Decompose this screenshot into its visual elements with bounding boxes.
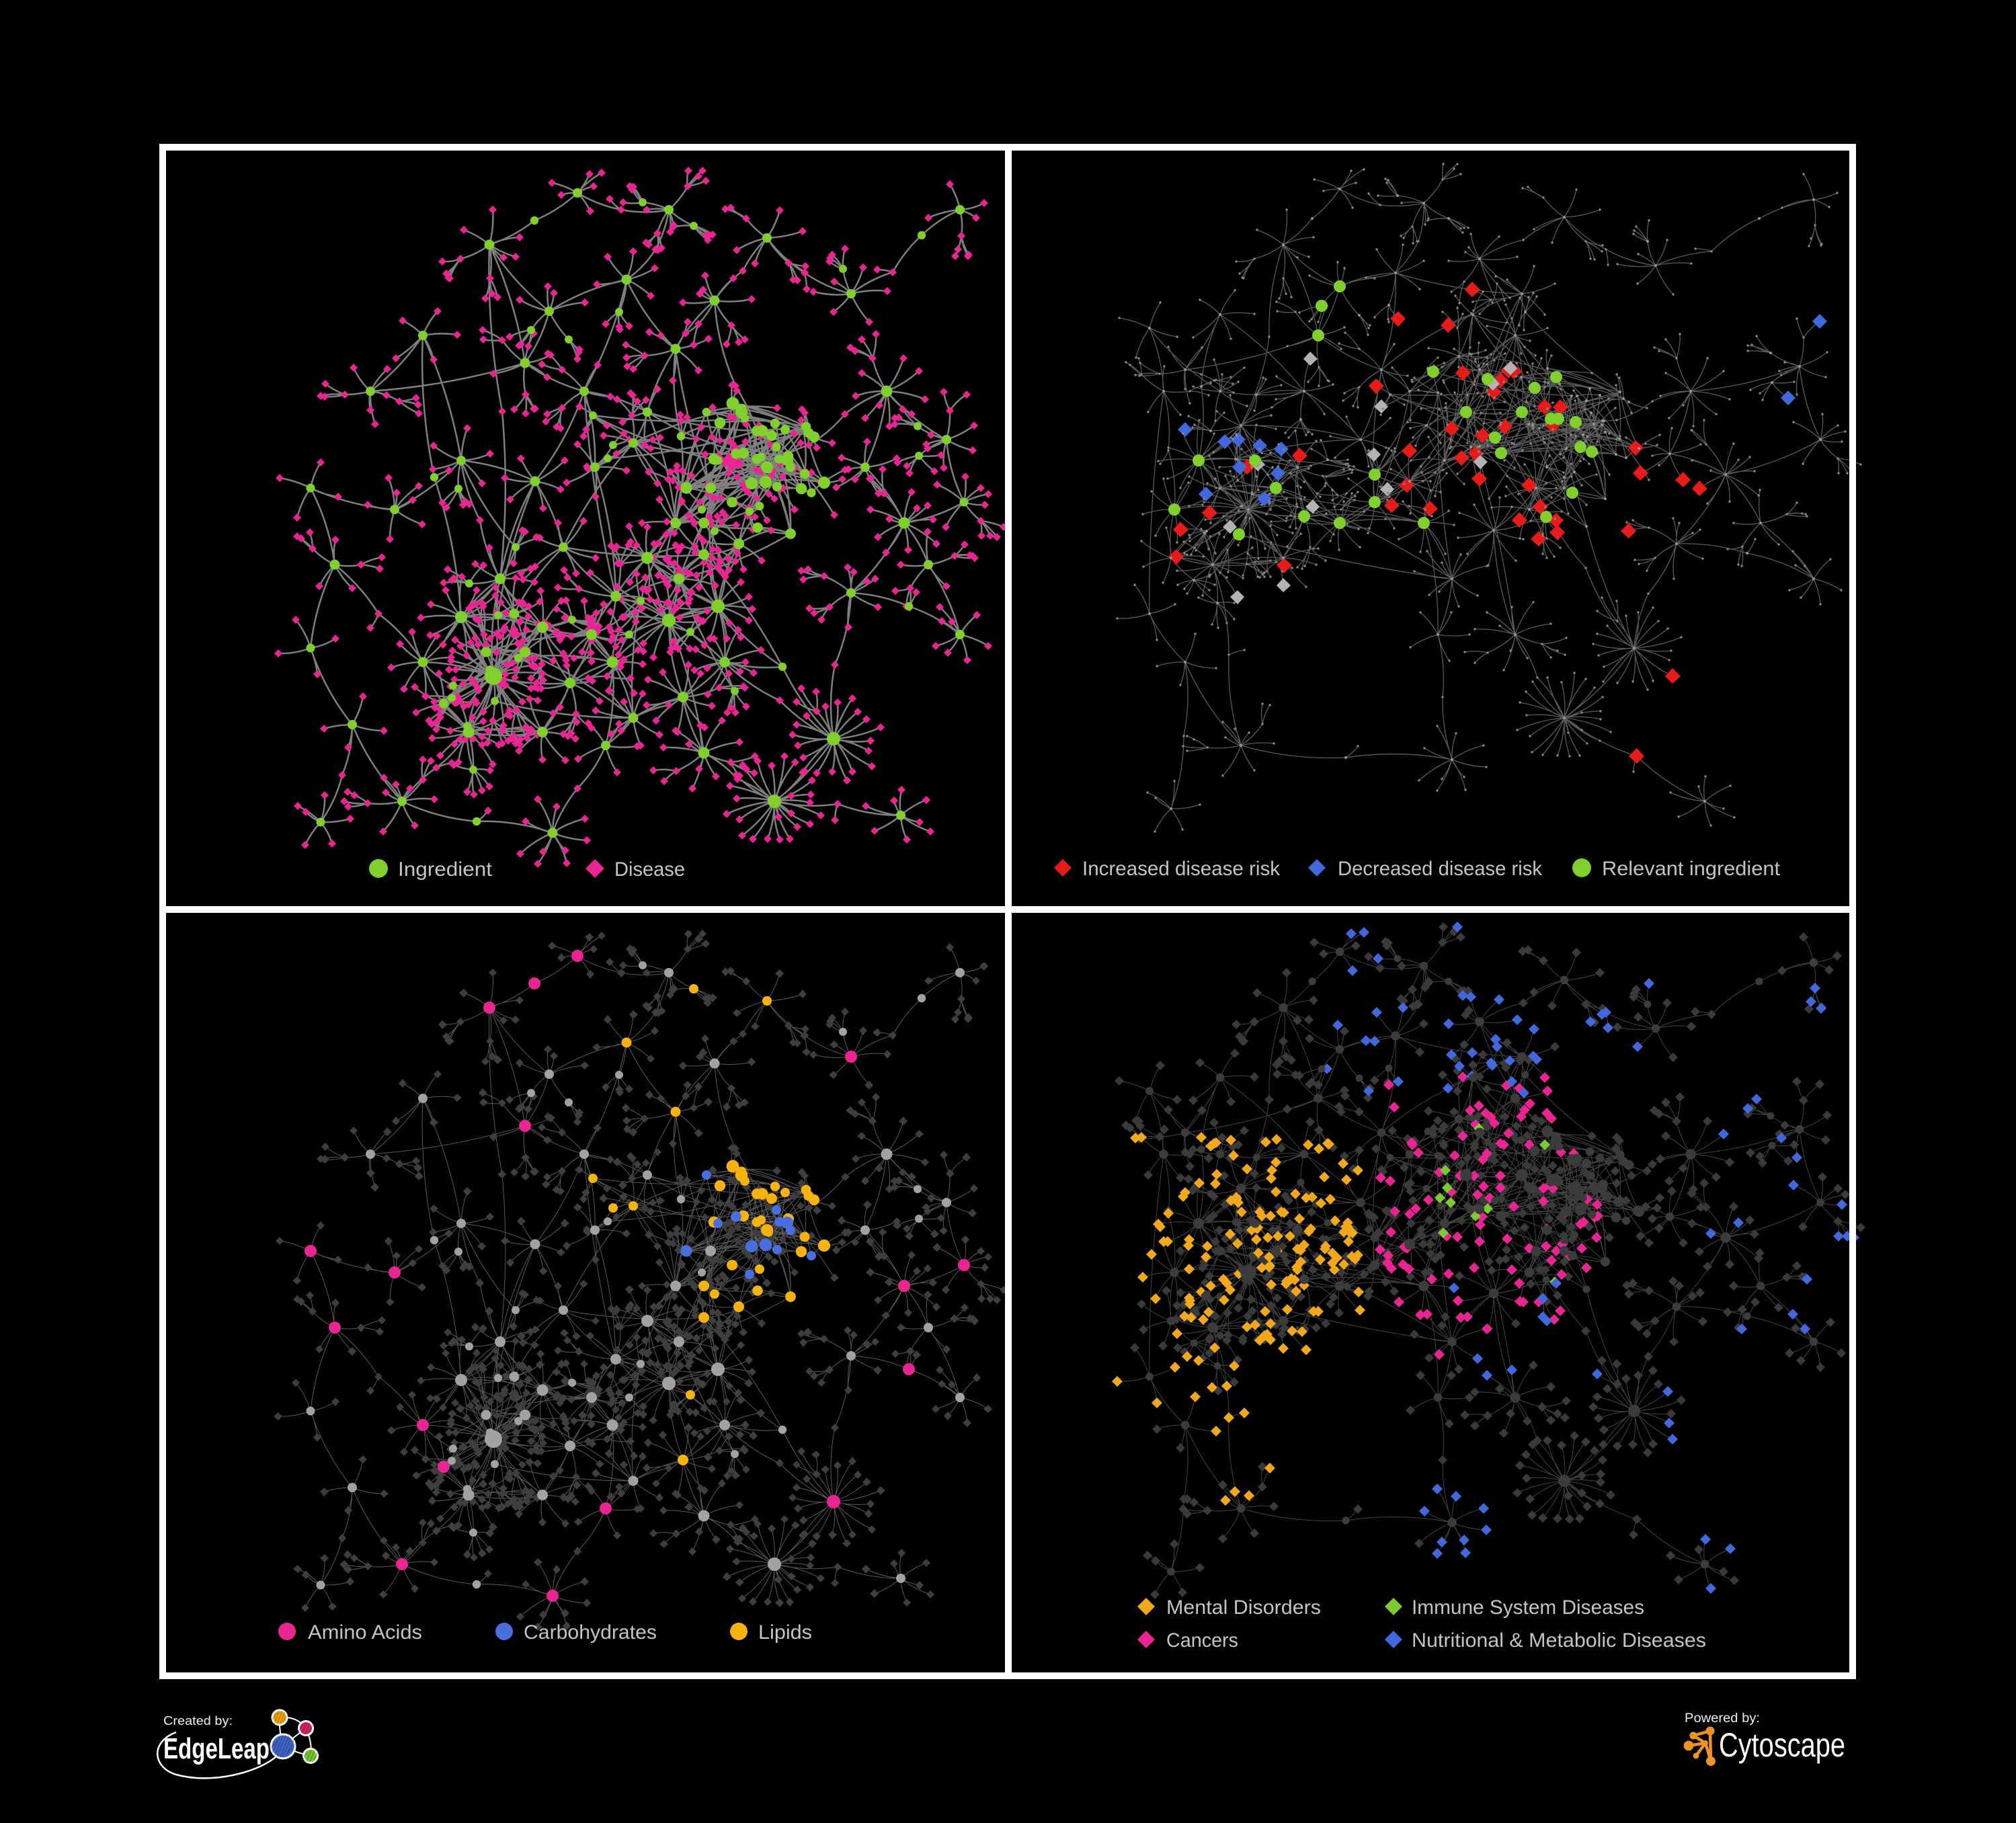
svg-text:Lipids: Lipids [758,1621,812,1644]
svg-text:Ingredient: Ingredient [398,858,493,881]
svg-text:Amino Acids: Amino Acids [308,1621,422,1644]
svg-text:Cancers: Cancers [1166,1629,1238,1652]
svg-text:Increased disease risk: Increased disease risk [1082,858,1281,880]
svg-text:Relevant ingredient: Relevant ingredient [1602,858,1781,880]
svg-text:Decreased disease risk: Decreased disease risk [1338,858,1543,880]
svg-text:Powered by:: Powered by: [1685,1711,1760,1726]
svg-text:Mental Disorders: Mental Disorders [1166,1596,1321,1619]
svg-text:Disease: Disease [614,858,685,881]
svg-text:EdgeLeap: EdgeLeap [163,1732,270,1765]
svg-text:Immune System Diseases: Immune System Diseases [1412,1596,1644,1619]
svg-text:Cytoscape: Cytoscape [1719,1726,1845,1764]
svg-text:Carbohydrates: Carbohydrates [524,1621,657,1644]
svg-text:Nutritional & Metabolic Diseas: Nutritional & Metabolic Diseases [1412,1629,1706,1652]
svg-text:Created by:: Created by: [163,1714,233,1728]
